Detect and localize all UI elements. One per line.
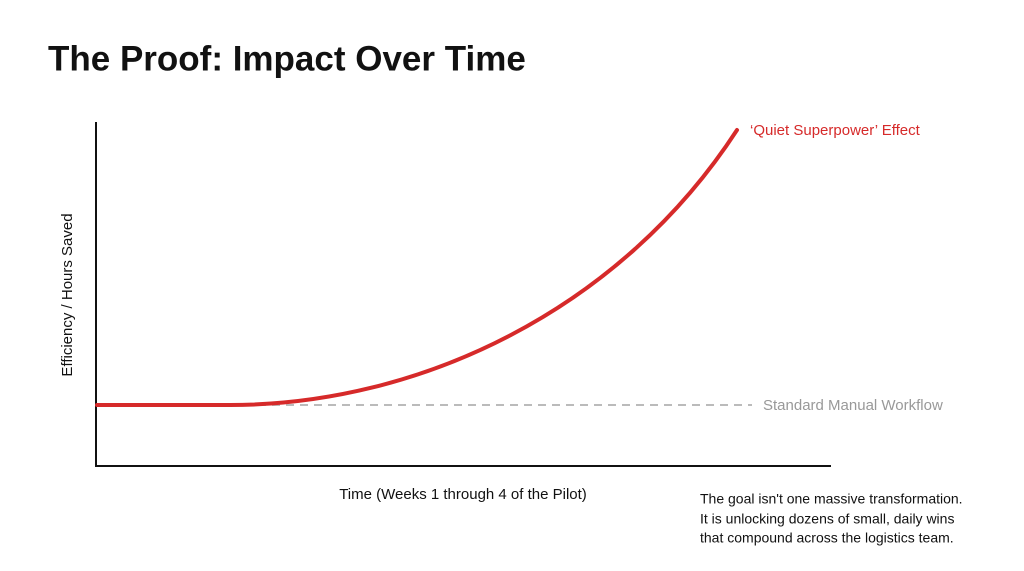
curve-label: ‘Quiet Superpower’ Effect <box>750 122 921 139</box>
note-line: It is unlocking dozens of small, daily w… <box>700 511 954 527</box>
note-line: The goal isn't one massive transformatio… <box>700 491 963 507</box>
slide-title: The Proof: Impact Over Time <box>48 39 526 78</box>
growth-curve <box>95 128 739 407</box>
y-axis-label: Efficiency / Hours Saved <box>59 213 76 376</box>
x-axis-label: Time (Weeks 1 through 4 of the Pilot) <box>339 486 587 503</box>
note-line: that compound across the logistics team. <box>700 530 954 546</box>
baseline-label: Standard Manual Workflow <box>763 397 943 414</box>
